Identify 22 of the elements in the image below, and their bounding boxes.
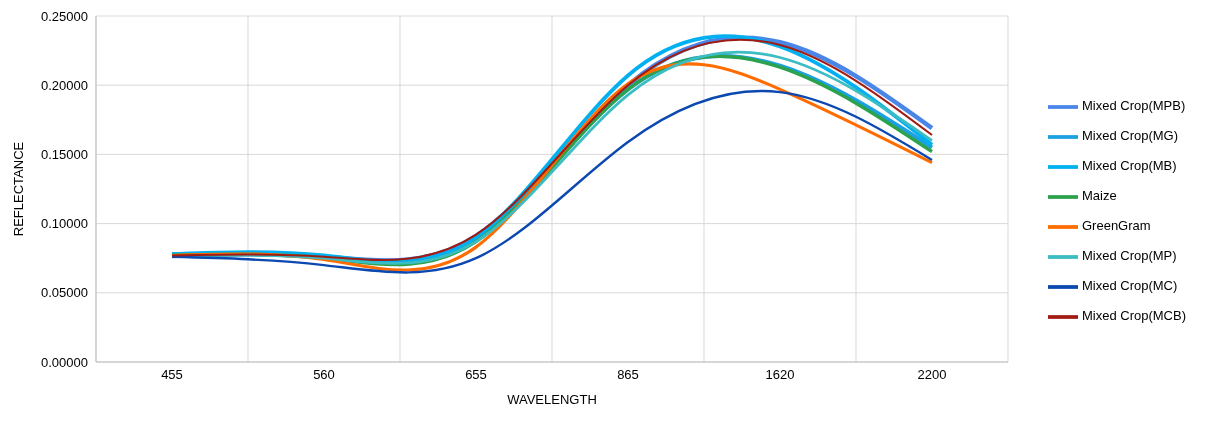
legend-label: Mixed Crop(MC): [1081, 278, 1178, 294]
x-tick-label: 455: [161, 367, 183, 383]
y-tick-label: 0.05000: [41, 285, 88, 301]
legend-label: Mixed Crop(MCB): [1081, 308, 1186, 324]
y-tick-label: 0.20000: [41, 77, 88, 93]
x-axis-title: WAVELENGTH: [507, 392, 597, 407]
legend-label: Mixed Crop(MPB): [1081, 98, 1186, 114]
legend-label: Mixed Crop(MB): [1081, 158, 1177, 174]
legend-label: GreenGram: [1081, 218, 1151, 234]
legend-label: Mixed Crop(MP): [1081, 248, 1177, 264]
legend-label: Maize: [1081, 188, 1117, 204]
x-tick-label: 560: [313, 367, 335, 383]
y-tick-label: 0.25000: [41, 8, 88, 24]
x-tick-label: 655: [465, 367, 487, 383]
y-axis-title: REFLECTANCE: [10, 141, 26, 237]
x-tick-label: 865: [617, 367, 639, 383]
x-tick-label: 1620: [765, 367, 795, 383]
legend-label: Mixed Crop(MG): [1081, 128, 1179, 144]
x-tick-label: 2200: [917, 367, 947, 383]
y-tick-label: 0.00000: [41, 354, 88, 370]
y-tick-label: 0.15000: [41, 147, 88, 163]
y-tick-label: 0.10000: [41, 216, 88, 232]
